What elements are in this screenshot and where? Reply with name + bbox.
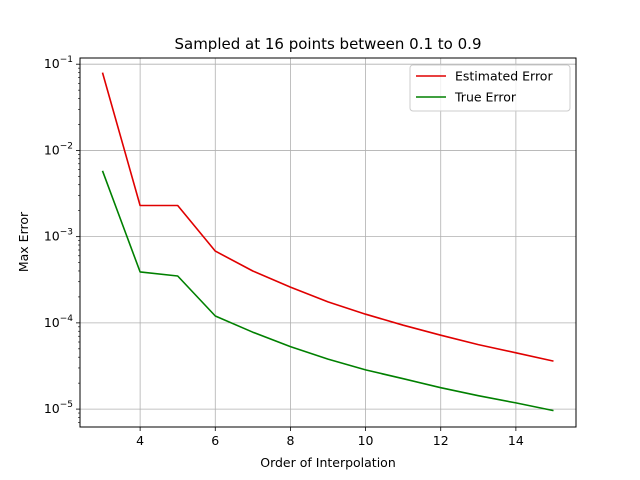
y-tick-label: 10−3	[44, 228, 73, 244]
x-tick-label: 8	[286, 433, 294, 448]
y-tick-label: 10−2	[44, 141, 73, 157]
y-tick-label: 10−4	[44, 314, 73, 330]
plot-lines	[101, 72, 554, 412]
x-tick-label: 6	[211, 433, 219, 448]
legend-label: True Error	[454, 90, 517, 105]
x-tick-label: 4	[136, 433, 144, 448]
legend-label: Estimated Error	[455, 69, 553, 84]
x-axis: 4 6 8 10 12 14	[136, 427, 524, 448]
x-axis-label: Order of Interpolation	[260, 455, 396, 470]
y-tick-label: 10−5	[44, 400, 73, 416]
plot-frame	[79, 57, 577, 428]
y-tick-label: 10−1	[44, 55, 73, 71]
x-tick-label: 12	[433, 433, 449, 448]
grid	[80, 58, 576, 427]
x-tick-label: 10	[358, 433, 374, 448]
chart-title: Sampled at 16 points between 0.1 to 0.9	[174, 35, 481, 53]
y-axis-label: Max Error	[16, 211, 31, 272]
y-axis: 10−5 10−4 10−3 10−2 10−1	[44, 55, 80, 423]
series-line-true-error	[101, 170, 554, 412]
legend: Estimated Error True Error	[409, 64, 571, 112]
x-tick-label: 14	[508, 433, 524, 448]
series-line-estimated-error	[101, 72, 554, 362]
legend-box	[409, 64, 571, 112]
